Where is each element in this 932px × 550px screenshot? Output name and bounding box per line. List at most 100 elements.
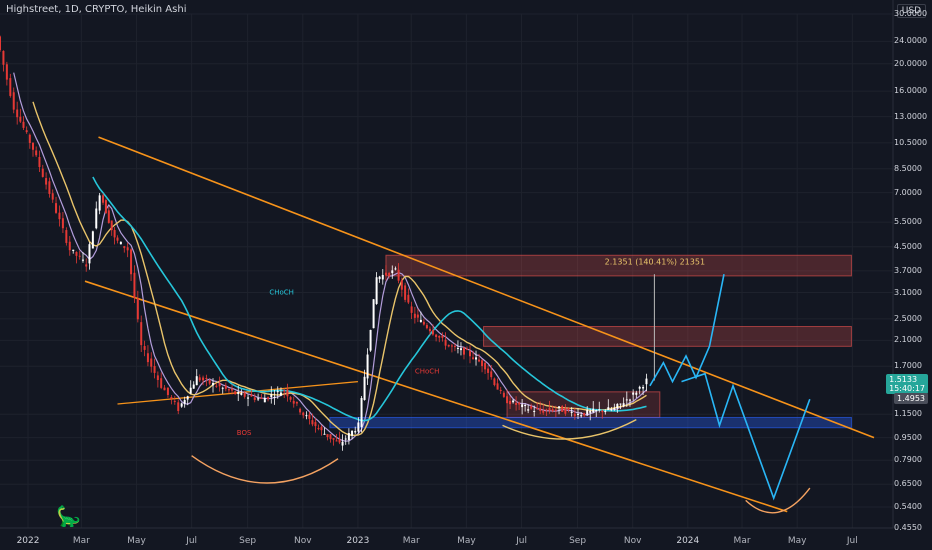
rounding-arc (502, 419, 637, 440)
candle-body (173, 400, 176, 402)
candle-body (425, 325, 428, 329)
candle-body (558, 406, 561, 408)
candle-body (622, 403, 625, 407)
candle-body (441, 335, 444, 338)
candle-body (231, 388, 234, 391)
candle-body (102, 195, 105, 203)
candle-body (583, 412, 586, 416)
candle-body (431, 330, 434, 335)
candle-body (302, 412, 305, 416)
candle-body (404, 285, 407, 300)
candle-body (354, 431, 357, 433)
candle-body (75, 251, 78, 256)
candle-body (51, 193, 54, 200)
price-tick-label: 10.5000 (894, 137, 928, 147)
candle-body (512, 400, 515, 403)
candle-body (237, 391, 240, 395)
candle-body (357, 422, 360, 432)
candle-body (369, 329, 372, 351)
candle-body (616, 403, 619, 409)
candle-body (499, 389, 502, 391)
ma-mid-line (32, 101, 647, 437)
candle-body (419, 319, 422, 322)
candle-body (260, 397, 263, 399)
candle-body (347, 433, 350, 441)
price-tick-label: 0.4550 (894, 523, 922, 532)
candle-body (257, 398, 260, 400)
candle-body (518, 402, 521, 405)
candle-body (428, 328, 431, 332)
countdown-timer: 15:40:17 (889, 384, 925, 393)
tradingview-logo-icon[interactable]: 🦕 (56, 504, 81, 528)
candle-body (344, 438, 347, 440)
candle-body (607, 407, 610, 410)
candle-body (586, 409, 589, 415)
candle-body (305, 415, 308, 417)
second-price-label: 1.4953 (894, 393, 928, 404)
candle-body (177, 402, 180, 411)
candle-body (12, 92, 15, 110)
candle-body (595, 409, 598, 411)
candle-body (375, 277, 378, 304)
candle-body (95, 208, 98, 229)
candle-body (0, 36, 1, 51)
candle-body (490, 371, 493, 378)
candle-body (143, 346, 146, 350)
candle-body (465, 348, 468, 350)
candle-body (5, 64, 8, 80)
choch-label: CHoCH (415, 368, 440, 376)
candle-body (186, 396, 189, 400)
candle-body (645, 378, 648, 385)
candle-body (462, 347, 465, 355)
candle-body (276, 391, 279, 393)
candle-body (163, 387, 166, 391)
measure-label: 2.1351 (140.41%) 21351 (605, 257, 705, 266)
candle-body (140, 322, 143, 346)
candle-body (625, 399, 628, 401)
candle-body (524, 405, 527, 407)
candle-body (295, 401, 298, 404)
candle-body (496, 383, 499, 390)
candle-body (311, 420, 314, 425)
candle-body (68, 241, 71, 251)
time-tick-label: Jul (516, 536, 527, 546)
candle-body (536, 408, 539, 410)
candle-body (320, 426, 323, 431)
candle-body (338, 439, 341, 443)
candles (0, 35, 648, 451)
candle-body (391, 270, 394, 274)
candle-body (299, 408, 302, 413)
time-tick-label: Mar (402, 536, 420, 546)
candle-body (450, 345, 453, 347)
time-tick-label: Mar (72, 536, 90, 546)
candle-body (65, 230, 68, 243)
candle-body (332, 438, 335, 440)
candle-body (58, 212, 61, 220)
time-tick-label: Mar (733, 536, 751, 546)
candle-body (326, 434, 329, 438)
candle-body (9, 78, 12, 96)
candle-body (438, 335, 441, 338)
candle-body (130, 249, 133, 275)
candle-body (422, 321, 425, 325)
candle-body (183, 400, 186, 404)
candle-body (146, 353, 149, 363)
candle-body (35, 150, 38, 156)
time-tick-label: May (787, 536, 807, 546)
candle-body (253, 397, 256, 400)
candle-body (38, 156, 41, 168)
candle-body (48, 181, 51, 194)
price-tick-label: 13.0000 (894, 111, 928, 121)
trend-drawings: 2.1351 (140.41%) 21351 CHoCH CHoCH BOS (84, 136, 875, 513)
price-tick-label: 24.0000 (894, 36, 928, 46)
candle-body (61, 218, 64, 229)
price-tick-label: 30.0000 (894, 9, 928, 18)
currency-button[interactable]: USD (896, 4, 926, 18)
candle-body (554, 409, 557, 411)
candle-body (192, 384, 195, 389)
candle-body (521, 404, 524, 408)
candle-body (515, 403, 518, 405)
time-tick-label: 2022 (16, 536, 40, 546)
candle-body (610, 409, 613, 411)
